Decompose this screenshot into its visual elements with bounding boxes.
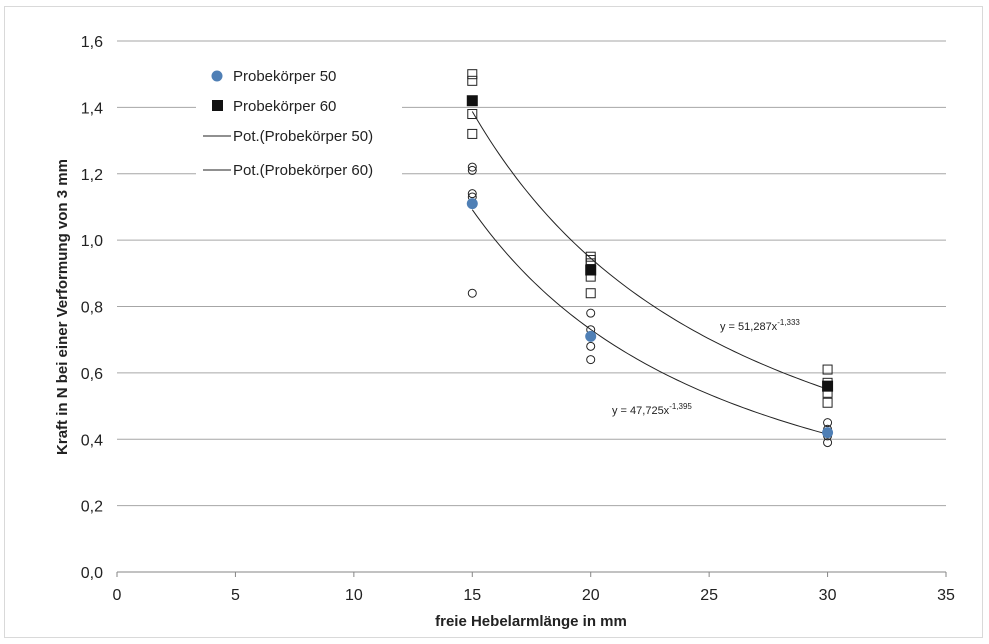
y-tick-label: 0,4 — [81, 432, 103, 449]
data-point-open-square — [585, 255, 596, 266]
legend-label-probekoerper-50: Probekörper 50 — [233, 68, 336, 85]
data-point-open-circle — [823, 438, 833, 448]
data-point-open-circle — [586, 355, 596, 365]
data-point-open-square — [585, 288, 596, 299]
y-tick-label: 1,0 — [81, 233, 103, 250]
data-point-open-circle — [586, 308, 596, 318]
trendlines — [471, 111, 828, 435]
y-tick-label: 0,6 — [81, 366, 103, 383]
legend-background — [196, 62, 402, 184]
y-tick-label: 0,0 — [81, 565, 103, 582]
y-tick-label: 0,8 — [81, 300, 103, 317]
data-point-open-square — [467, 69, 478, 80]
data-point-open-square — [822, 397, 833, 408]
chart-frame — [4, 6, 983, 638]
y-axis-title: Kraft in N bei einer Verformung von 3 mm — [54, 159, 71, 455]
x-tick-label: 30 — [819, 587, 837, 604]
axes — [116, 571, 947, 577]
x-tick-label: 25 — [700, 587, 718, 604]
data-point-open-square — [585, 251, 596, 262]
data-point-open-circle — [823, 418, 833, 428]
y-tick-label: 1,2 — [81, 167, 103, 184]
legend-marker-probekoerper-50 — [211, 70, 223, 82]
x-tick-label: 5 — [231, 587, 240, 604]
x-tick-label: 35 — [937, 587, 955, 604]
trendline-equation-60: y = 51,287x-1,333 — [720, 318, 800, 333]
y-tick-label: 1,6 — [81, 34, 103, 51]
legend-marker-probekoerper-60 — [212, 100, 223, 111]
trendline-50 — [471, 209, 828, 435]
data-point-open-square — [467, 109, 478, 120]
legend-label-probekoerper-60: Probekörper 60 — [233, 98, 336, 115]
x-axis-title: freie Hebelarmlänge in mm — [435, 613, 627, 630]
data-point-open-circle — [586, 341, 596, 351]
data-point-probekoerper-60 — [822, 380, 834, 392]
grid — [117, 40, 946, 507]
data-point-open-circle — [467, 288, 477, 298]
tick-labels: 0,0 0,2 0,4 0,6 0,8 1,0 1,2 1,4 1,6 0 5 10 15 20 25 30 3… — [81, 34, 955, 604]
data-point-probekoerper-60 — [466, 95, 478, 107]
data-point-probekoerper-60 — [585, 264, 597, 276]
x-tick-label: 0 — [113, 587, 122, 604]
trendline-60 — [471, 111, 828, 390]
data-point-open-square — [467, 128, 478, 139]
data-point-open-circle — [467, 189, 477, 199]
y-tick-label: 1,4 — [81, 100, 103, 117]
x-tick-label: 20 — [582, 587, 600, 604]
legend-label-pot-50: Pot.(Probekörper 50) — [233, 128, 373, 145]
data-point-probekoerper-50 — [585, 330, 597, 342]
data-point-open-square — [467, 75, 478, 86]
y-tick-label: 0,2 — [81, 499, 103, 516]
data-point-open-circle — [467, 165, 477, 175]
legend-label-pot-60: Pot.(Probekörper 60) — [233, 162, 373, 179]
x-tick-label: 10 — [345, 587, 363, 604]
data-point-open-square — [822, 364, 833, 375]
data-point-probekoerper-50 — [466, 198, 478, 210]
x-tick-label: 15 — [463, 587, 481, 604]
legend: Probekörper 50 Probekörper 60 Pot.(Probe… — [196, 62, 402, 184]
data-point-open-circle — [467, 162, 477, 172]
trendline-equation-50: y = 47,725x-1,395 — [612, 402, 692, 417]
data-point-probekoerper-50 — [822, 427, 834, 439]
data-points — [466, 69, 834, 448]
